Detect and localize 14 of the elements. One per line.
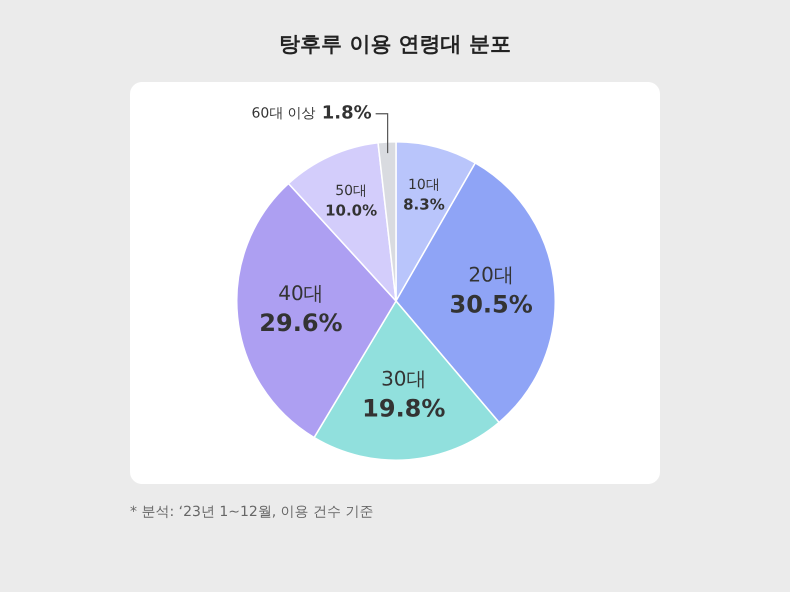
data-label: 29.6%: [259, 308, 343, 337]
chart-title: 탕후루 이용 연령대 분포: [278, 31, 512, 58]
data-label: 19.8%: [362, 394, 446, 422]
data-label: 1.8%: [322, 102, 372, 124]
text: * 분석: ‘23년 1~12월, 이용 건수 기준: [130, 503, 374, 521]
slice-label: 20대: [468, 262, 514, 287]
data-label: 30.5%: [450, 290, 533, 319]
slice-label: 30대: [381, 366, 427, 390]
slice-label: 60대 이상: [251, 105, 316, 122]
slice-label: 10대: [408, 177, 440, 194]
slice-label: 40대: [278, 280, 324, 305]
slice-label: 50대: [335, 183, 368, 200]
data-label: 10.0%: [325, 201, 378, 220]
data-label: 8.3%: [403, 195, 445, 214]
